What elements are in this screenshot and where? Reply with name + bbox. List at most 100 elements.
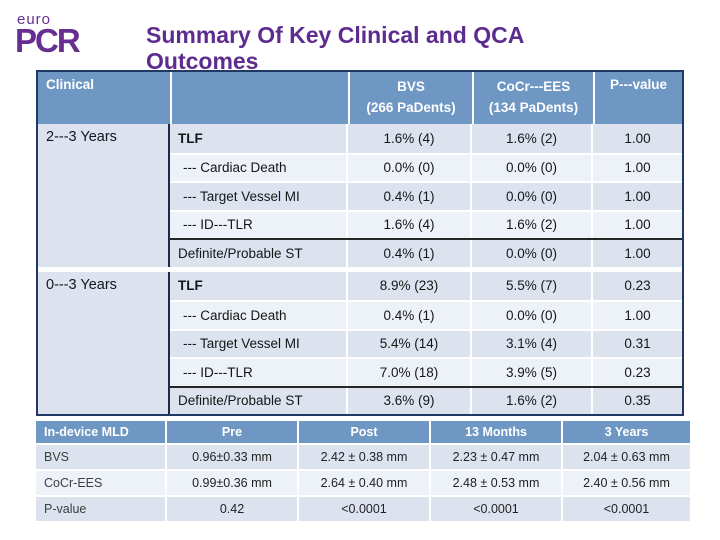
logo-pcr-text: PCR bbox=[15, 22, 81, 59]
in-device-mld-table: In-device MLD Pre Post 13 Months 3 Years… bbox=[36, 421, 690, 521]
header-cocr-line2: (134 PaDents) bbox=[488, 99, 579, 115]
bvs-value: 1.6% (4) bbox=[346, 211, 470, 238]
table-row: --- Target Vessel MI 5.4% (14) 3.1% (4) … bbox=[170, 328, 682, 357]
row-label: --- Cardiac Death bbox=[170, 302, 346, 329]
bvs-value: 7.0% (18) bbox=[346, 359, 470, 386]
table-row: --- ID---TLR 1.6% (4) 1.6% (2) 1.00 bbox=[170, 209, 682, 238]
header-cocr-line1: CoCr---EES bbox=[496, 79, 571, 94]
3-years-value: 2.04 ± 0.63 mm bbox=[561, 445, 690, 469]
bvs-value: 1.6% (4) bbox=[346, 124, 470, 153]
pre-value: 0.96±0.33 mm bbox=[165, 445, 297, 469]
p-value: 0.31 bbox=[591, 330, 682, 357]
row-label: Definite/Probable ST bbox=[170, 240, 346, 267]
row-label: --- Cardiac Death bbox=[170, 154, 346, 181]
slide-title-line2: Outcomes bbox=[146, 48, 259, 74]
section-rows: TLF 8.9% (23) 5.5% (7) 0.23 --- Cardiac … bbox=[170, 271, 682, 414]
table-row: --- Cardiac Death 0.4% (1) 0.0% (0) 1.00 bbox=[170, 300, 682, 329]
cocr-value: 0.0% (0) bbox=[470, 240, 591, 267]
post-value: 2.64 ± 0.40 mm bbox=[297, 471, 429, 495]
mld-table-header-row: In-device MLD Pre Post 13 Months 3 Years bbox=[36, 421, 690, 443]
slide-title-line1: Summary Of Key Clinical and QCA bbox=[146, 22, 525, 48]
p-value: 0.23 bbox=[591, 359, 682, 386]
table-row: Definite/Probable ST 3.6% (9) 1.6% (2) 0… bbox=[170, 385, 682, 414]
table-row: --- Cardiac Death 0.0% (0) 0.0% (0) 1.00 bbox=[170, 152, 682, 181]
p-value: 1.00 bbox=[591, 154, 682, 181]
bvs-value: 0.0% (0) bbox=[346, 154, 470, 181]
clinical-table-header-row: Clinical BVS (266 PaDents) CoCr---EES (1… bbox=[38, 72, 682, 124]
row-label: Definite/Probable ST bbox=[170, 387, 346, 414]
bvs-value: 5.4% (14) bbox=[346, 330, 470, 357]
table-row: CoCr-EES 0.99±0.36 mm 2.64 ± 0.40 mm 2.4… bbox=[36, 469, 690, 495]
post-value: <0.0001 bbox=[297, 497, 429, 521]
cocr-value: 1.6% (2) bbox=[470, 211, 591, 238]
header-in-device-mld: In-device MLD bbox=[44, 425, 129, 439]
header-cocr-ees: CoCr---EES (134 PaDents) bbox=[472, 72, 593, 124]
header-13-months: 13 Months bbox=[429, 421, 561, 443]
row-label: --- Target Vessel MI bbox=[170, 330, 346, 357]
pre-value: 0.42 bbox=[165, 497, 297, 521]
cocr-value: 0.0% (0) bbox=[470, 154, 591, 181]
cocr-value: 3.1% (4) bbox=[470, 330, 591, 357]
cocr-value: 3.9% (5) bbox=[470, 359, 591, 386]
cocr-value: 1.6% (2) bbox=[470, 124, 591, 153]
period-label: 2---3 Years bbox=[38, 124, 170, 267]
row-label: P-value bbox=[36, 497, 165, 521]
header-bvs: BVS (266 PaDents) bbox=[348, 72, 472, 124]
header-post: Post bbox=[297, 421, 429, 443]
table-row: P-value 0.42 <0.0001 <0.0001 <0.0001 bbox=[36, 495, 690, 521]
header-3-years: 3 Years bbox=[561, 421, 690, 443]
table-row: Definite/Probable ST 0.4% (1) 0.0% (0) 1… bbox=[170, 238, 682, 267]
row-label: TLF bbox=[170, 271, 346, 300]
p-value: 1.00 bbox=[591, 302, 682, 329]
pre-value: 0.99±0.36 mm bbox=[165, 471, 297, 495]
p-value: 1.00 bbox=[591, 240, 682, 267]
section-divider bbox=[38, 266, 682, 272]
cocr-value: 5.5% (7) bbox=[470, 271, 591, 300]
header-clinical: Clinical bbox=[46, 77, 95, 92]
13-months-value: 2.48 ± 0.53 mm bbox=[429, 471, 561, 495]
p-value: 0.23 bbox=[591, 271, 682, 300]
p-value: 1.00 bbox=[591, 211, 682, 238]
row-label: --- ID---TLR bbox=[170, 211, 346, 238]
logo-euro-text: euro bbox=[17, 11, 52, 28]
row-label: CoCr-EES bbox=[36, 471, 165, 495]
section-rows: TLF 1.6% (4) 1.6% (2) 1.00 --- Cardiac D… bbox=[170, 124, 682, 267]
cocr-value: 0.0% (0) bbox=[470, 302, 591, 329]
header-bvs-line1: BVS bbox=[397, 79, 425, 94]
bvs-value: 0.4% (1) bbox=[346, 302, 470, 329]
table-row: TLF 8.9% (23) 5.5% (7) 0.23 bbox=[170, 271, 682, 300]
bvs-value: 3.6% (9) bbox=[346, 387, 470, 414]
header-bvs-line2: (266 PaDents) bbox=[366, 99, 456, 115]
slide-title: Summary Of Key Clinical and QCA Outcomes bbox=[146, 22, 524, 74]
row-label: --- Target Vessel MI bbox=[170, 183, 346, 210]
section-0-3-years: 0---3 Years TLF 8.9% (23) 5.5% (7) 0.23 … bbox=[38, 271, 682, 414]
cocr-value: 1.6% (2) bbox=[470, 387, 591, 414]
bvs-value: 8.9% (23) bbox=[346, 271, 470, 300]
13-months-value: 2.23 ± 0.47 mm bbox=[429, 445, 561, 469]
cocr-value: 0.0% (0) bbox=[470, 183, 591, 210]
table-row: --- Target Vessel MI 0.4% (1) 0.0% (0) 1… bbox=[170, 181, 682, 210]
header-pre: Pre bbox=[165, 421, 297, 443]
table-row: --- ID---TLR 7.0% (18) 3.9% (5) 0.23 bbox=[170, 357, 682, 386]
post-value: 2.42 ± 0.38 mm bbox=[297, 445, 429, 469]
row-label: BVS bbox=[36, 445, 165, 469]
row-label: --- ID---TLR bbox=[170, 359, 346, 386]
3-years-value: 2.40 ± 0.56 mm bbox=[561, 471, 690, 495]
section-2-3-years: 2---3 Years TLF 1.6% (4) 1.6% (2) 1.00 -… bbox=[38, 124, 682, 267]
p-value: 1.00 bbox=[591, 183, 682, 210]
header-pvalue: P---value bbox=[593, 72, 682, 124]
p-value: 0.35 bbox=[591, 387, 682, 414]
clinical-outcomes-table: Clinical BVS (266 PaDents) CoCr---EES (1… bbox=[36, 70, 684, 416]
3-years-value: <0.0001 bbox=[561, 497, 690, 521]
row-label: TLF bbox=[170, 124, 346, 153]
table-row: BVS 0.96±0.33 mm 2.42 ± 0.38 mm 2.23 ± 0… bbox=[36, 443, 690, 469]
header-empty bbox=[170, 72, 348, 124]
bvs-value: 0.4% (1) bbox=[346, 183, 470, 210]
europcr-logo: euro PCR bbox=[15, 11, 81, 59]
bvs-value: 0.4% (1) bbox=[346, 240, 470, 267]
13-months-value: <0.0001 bbox=[429, 497, 561, 521]
table-row: TLF 1.6% (4) 1.6% (2) 1.00 bbox=[170, 124, 682, 153]
period-label: 0---3 Years bbox=[38, 271, 170, 414]
p-value: 1.00 bbox=[591, 124, 682, 153]
